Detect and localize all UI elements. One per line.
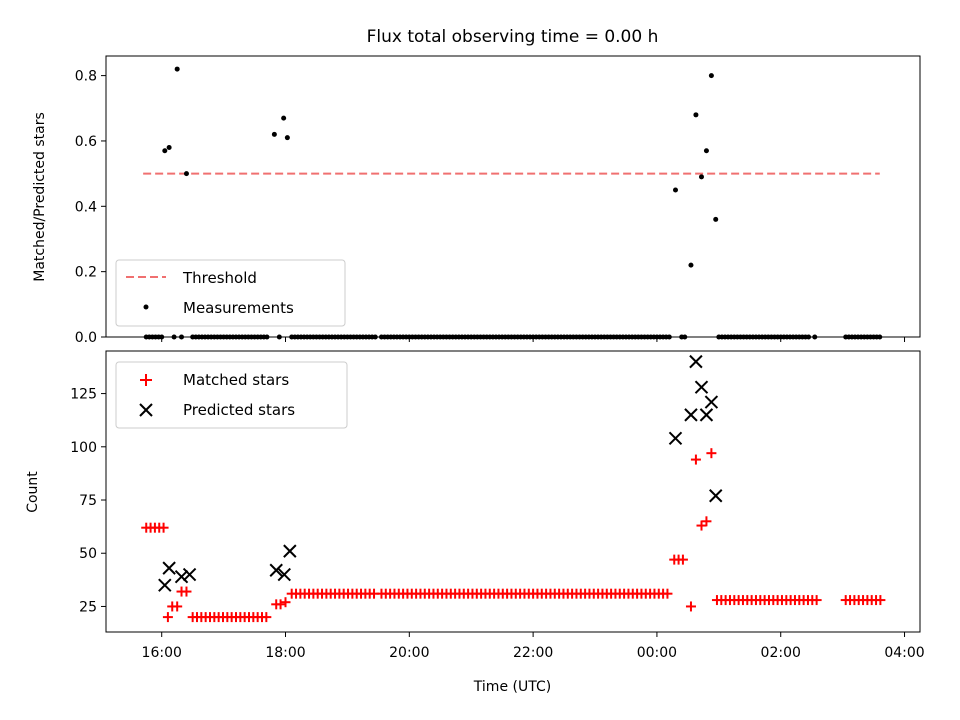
series-predicted-stars <box>158 354 723 592</box>
x-tick-label: 00:00 <box>637 645 677 661</box>
measurement-point <box>698 174 704 180</box>
bottom-y-axis: 25 50 75 100 125 <box>70 387 106 615</box>
legend-matched-label: Matched stars <box>183 371 289 389</box>
legend-measurements-marker <box>143 304 149 310</box>
bottom-legend: Matched stars Predicted stars <box>115 361 348 429</box>
predicted-star-point <box>269 563 283 577</box>
y-tick-label: 75 <box>79 493 97 509</box>
predicted-star-point <box>704 395 719 409</box>
top-legend: Threshold Measurements <box>115 259 346 327</box>
predicted-star-point <box>182 567 197 582</box>
bottom-y-axis-label: Count <box>25 471 41 513</box>
matched-star-point <box>280 597 291 608</box>
y-tick-label: 100 <box>70 440 97 456</box>
top-y-axis: 0.0 0.2 0.4 0.6 0.8 <box>75 69 106 346</box>
top-axes-frame <box>105 55 921 338</box>
series-matched-stars <box>141 448 886 623</box>
legend-predicted-label: Predicted stars <box>183 401 295 419</box>
y-tick-label: 0.8 <box>75 69 97 85</box>
measurement-point <box>713 216 719 222</box>
x-tick-label: 18:00 <box>265 645 305 661</box>
measurement-point <box>281 115 287 121</box>
predicted-star-point <box>174 569 189 584</box>
x-axis-label: Time (UTC) <box>473 679 551 695</box>
x-tick-label: 02:00 <box>761 645 801 661</box>
legend-threshold-label: Threshold <box>182 269 257 287</box>
predicted-star-point <box>699 408 714 422</box>
matched-star-point <box>685 601 696 612</box>
x-tick-label: 20:00 <box>389 645 429 661</box>
x-tick-label: 16:00 <box>142 645 182 661</box>
matched-star-point <box>172 601 183 612</box>
y-tick-label: 0.6 <box>75 134 97 150</box>
y-tick-label: 125 <box>70 387 97 403</box>
predicted-star-point <box>689 354 703 369</box>
predicted-star-point <box>158 578 172 592</box>
bottom-plot-area <box>141 354 886 623</box>
matched-star-point <box>662 588 673 599</box>
top-x-ticks <box>161 337 906 342</box>
measurement-point <box>693 112 699 118</box>
bottom-panel: 25 50 75 100 125 16:00 18:00 20:00 22:00 00:00 02… <box>25 350 925 695</box>
y-tick-label: 0.2 <box>75 265 97 281</box>
bottom-x-axis: 16:00 18:00 20:00 22:00 00:00 02:00 04:00 <box>142 632 925 661</box>
legend-predicted-marker <box>139 403 153 417</box>
x-tick-label: 04:00 <box>884 645 924 661</box>
y-tick-label: 25 <box>79 599 97 615</box>
x-tick-label: 22:00 <box>513 645 553 661</box>
matched-star-point <box>701 516 712 527</box>
legend-matched-marker <box>140 374 152 386</box>
predicted-star-point <box>694 380 709 394</box>
matched-star-point <box>811 595 822 606</box>
matched-star-point <box>677 554 688 565</box>
bottom-axes-frame <box>105 350 921 633</box>
y-tick-label: 0.0 <box>75 330 97 346</box>
legend-measurements-label: Measurements <box>183 299 294 317</box>
predicted-star-point <box>162 561 176 575</box>
measurement-point <box>162 148 168 154</box>
measurement-point <box>708 73 714 79</box>
y-tick-label: 50 <box>79 546 97 562</box>
y-tick-label: 0.4 <box>75 199 97 215</box>
bottom-legend-box <box>115 361 348 429</box>
measurement-point <box>183 171 189 177</box>
matched-star-point <box>261 612 272 623</box>
matched-star-point <box>690 454 701 465</box>
chart-title: Flux total observing time = 0.00 h <box>367 27 659 47</box>
matched-star-point <box>706 448 717 459</box>
measurement-point <box>166 144 172 150</box>
predicted-star-point <box>684 408 698 422</box>
predicted-star-point <box>283 544 297 558</box>
predicted-star-point <box>277 567 291 582</box>
measurement-point <box>271 131 277 137</box>
matched-star-point <box>275 599 286 610</box>
predicted-star-point <box>668 431 683 445</box>
top-y-axis-label: Matched/Predicted stars <box>32 112 48 282</box>
matched-star-point <box>181 586 192 597</box>
measurement-point <box>688 262 694 268</box>
measurement-point <box>284 135 290 141</box>
predicted-star-point <box>709 489 723 503</box>
matched-star-point <box>162 612 173 623</box>
measurement-point <box>703 148 709 154</box>
matched-star-point <box>158 522 169 533</box>
matched-star-point <box>875 595 886 606</box>
top-legend-box <box>115 259 346 327</box>
top-panel: 0.00.20.40.60.8 Matched/Predicted stars … <box>32 55 921 346</box>
measurement-point <box>672 187 678 193</box>
measurement-point <box>174 66 180 72</box>
